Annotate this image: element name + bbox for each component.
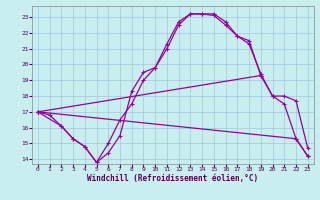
X-axis label: Windchill (Refroidissement éolien,°C): Windchill (Refroidissement éolien,°C) <box>87 174 258 183</box>
